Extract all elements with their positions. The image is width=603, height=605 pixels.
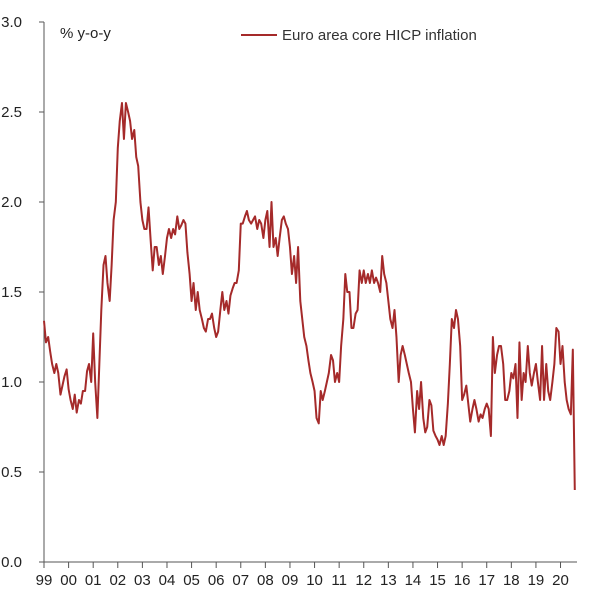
x-tick-label: 19 <box>528 572 545 589</box>
x-tick-label: 08 <box>257 572 274 589</box>
x-axis: 99 00 01 02 03 04 05 06 07 08 09 10 11 12 13 14 15 16 17 18… <box>36 561 577 589</box>
y-tick-label: 3.0 <box>1 14 22 31</box>
y-unit-label: % y-o-y <box>60 25 111 42</box>
x-tick-label: 11 <box>331 572 347 589</box>
legend: Euro area core HICP inflation <box>241 27 477 44</box>
x-tick-label: 00 <box>60 572 77 589</box>
y-tick-label: 1.0 <box>1 374 22 391</box>
x-tick-label: 17 <box>478 572 495 589</box>
x-tick-label: 99 <box>36 572 53 589</box>
x-tick-label: 03 <box>134 572 151 589</box>
legend-label: Euro area core HICP inflation <box>282 27 477 44</box>
x-tick-label: 10 <box>306 572 323 589</box>
x-tick-label: 09 <box>282 572 299 589</box>
series-line <box>43 102 576 491</box>
series-layer <box>43 102 576 491</box>
y-tick-label: 2.0 <box>1 194 22 211</box>
x-tick-label: 18 <box>503 572 520 589</box>
x-tick-label: 04 <box>159 572 176 589</box>
y-axis: 0.0 0.5 1.0 1.5 2.0 2.5 3.0 <box>1 14 45 571</box>
x-tick-label: 01 <box>85 572 102 589</box>
x-tick-label: 20 <box>552 572 569 589</box>
y-tick-label: 0.5 <box>1 464 22 481</box>
y-tick-label: 0.0 <box>1 554 22 571</box>
x-tick-label: 13 <box>380 572 397 589</box>
x-tick-label: 14 <box>405 572 422 589</box>
x-tick-label: 02 <box>109 572 126 589</box>
x-tick-label: 05 <box>183 572 200 589</box>
x-tick-label: 07 <box>232 572 249 589</box>
y-tick-label: 1.5 <box>1 284 22 301</box>
x-tick-label: 15 <box>429 572 446 589</box>
y-tick-label: 2.5 <box>1 104 22 121</box>
x-tick-label: 12 <box>355 572 372 589</box>
x-tick-label: 16 <box>454 572 471 589</box>
x-tick-label: 06 <box>208 572 225 589</box>
